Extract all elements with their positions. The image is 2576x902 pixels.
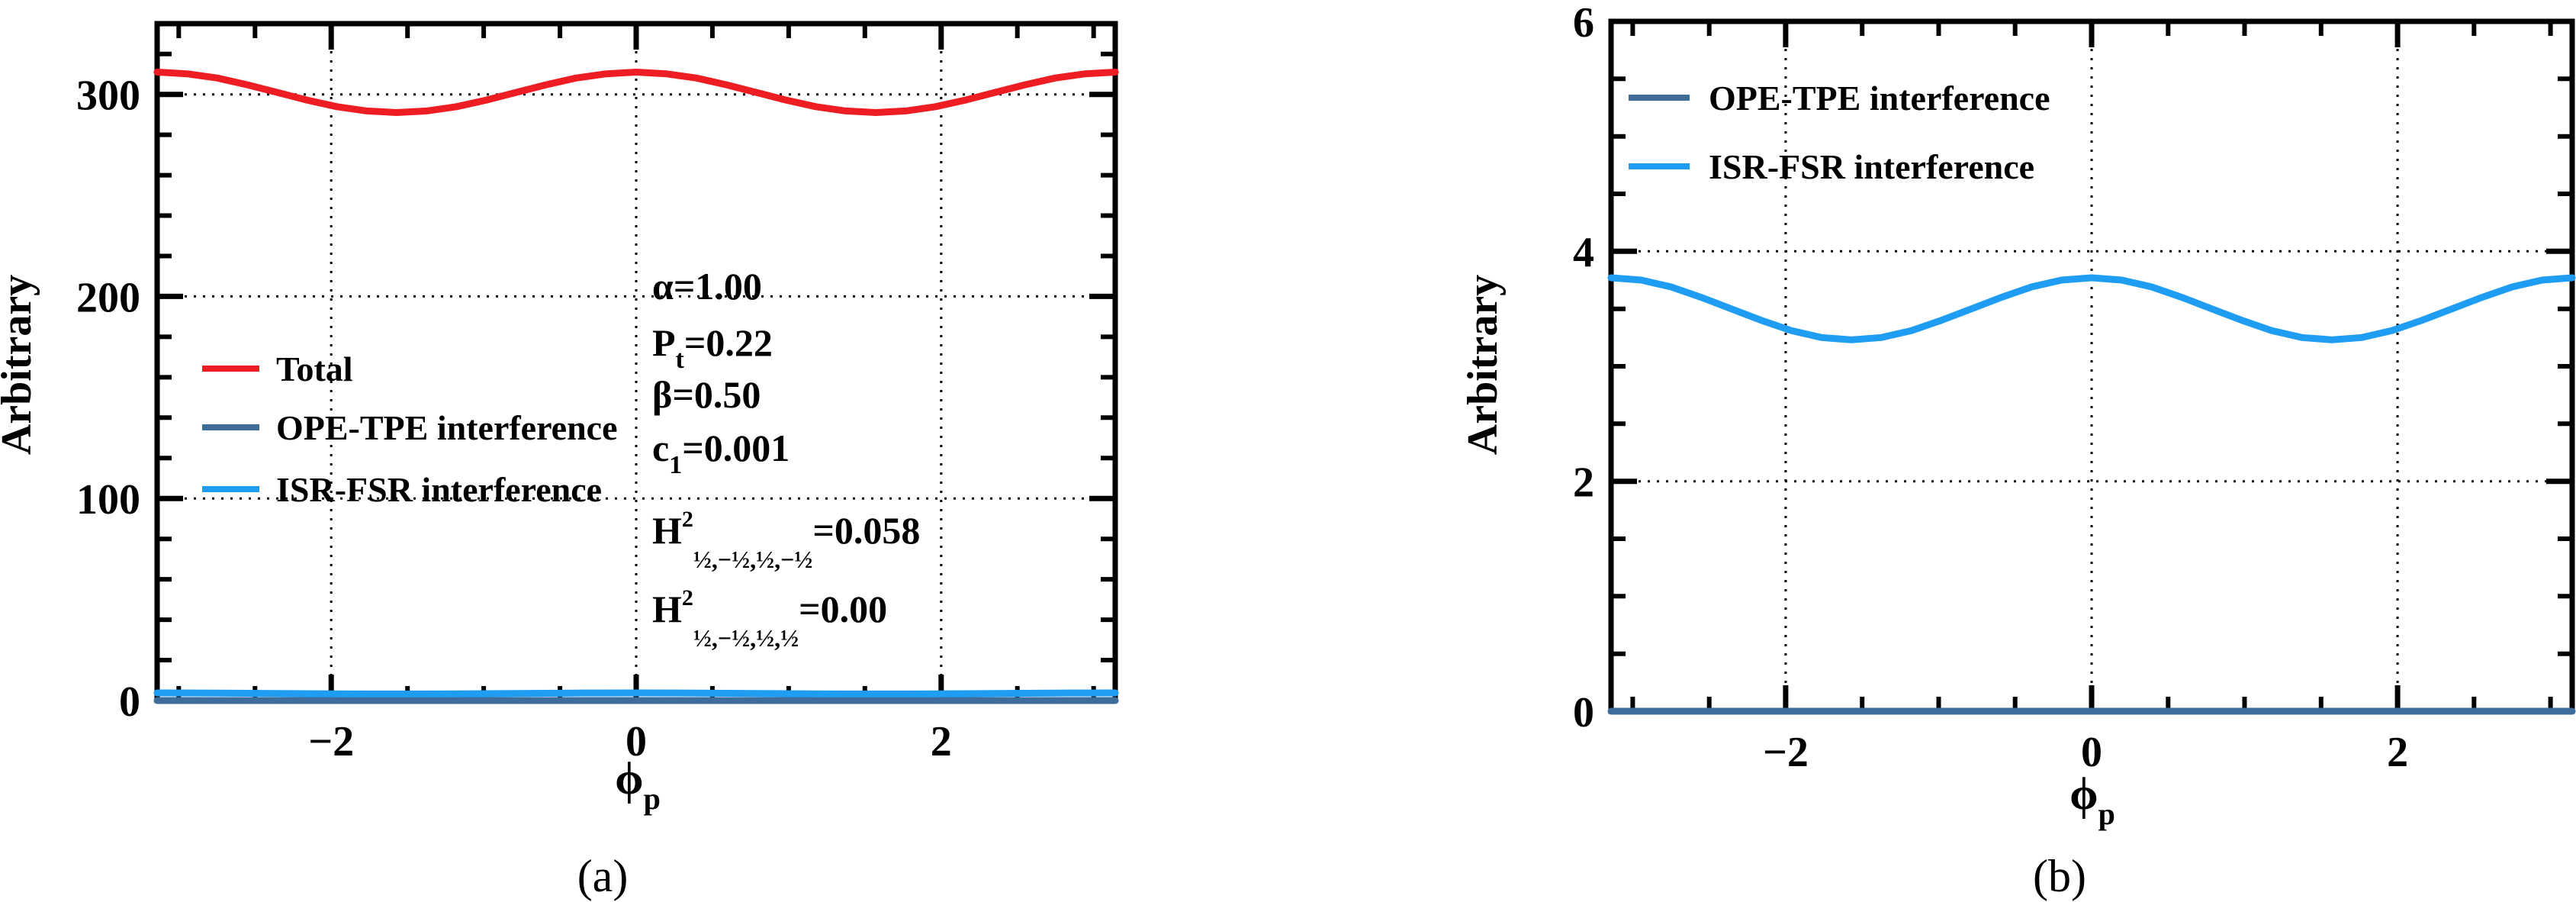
y-tick-label: 6 <box>1573 0 1594 47</box>
legend-label: ISR-FSR interference <box>1709 147 2034 186</box>
panel-caption: (b) <box>2033 851 2086 901</box>
annotation-line: β=0.50 <box>652 373 761 416</box>
x-tick-label: −2 <box>1763 729 1809 776</box>
legend-label: ISR-FSR interference <box>276 470 602 509</box>
x-axis-title: ϕp <box>615 753 661 816</box>
x-axis-title: ϕp <box>2069 768 2115 831</box>
annotation-line: H2½,−½,½,−½=0.058 <box>652 507 920 573</box>
y-axis-title: Arbitrary <box>1459 275 1507 455</box>
y-tick-label: 4 <box>1573 229 1594 276</box>
y-tick-label: 300 <box>76 72 140 120</box>
y-tick-label: 2 <box>1573 459 1594 507</box>
panel-a-chart: −2 0 2 0 100 200 300 Total OPE-TPE interference I… <box>0 21 1119 901</box>
annotation-line: H2½,−½,½,½=0.00 <box>652 585 887 652</box>
series-total <box>153 69 1119 116</box>
series-isr-fsr-interference <box>153 689 1119 697</box>
panel-caption: (a) <box>577 851 629 901</box>
y-axis-title: Arbitrary <box>0 275 40 455</box>
legend-label: OPE-TPE interference <box>1709 79 2050 118</box>
annotation-line: Pt=0.22 <box>652 321 773 374</box>
x-tick-label: 2 <box>931 718 952 765</box>
x-tick-label: 2 <box>2387 729 2408 776</box>
annotation-line: c1=0.001 <box>652 427 790 479</box>
y-tick-label: 200 <box>76 274 140 321</box>
y-tick-label: 0 <box>119 678 140 726</box>
x-tick-label: 0 <box>2081 729 2102 776</box>
x-tick-label: 0 <box>626 718 647 765</box>
legend-label: Total <box>276 350 353 388</box>
panel-b-chart: −2 0 2 0 2 4 6 OPE-TPE interference ISR-FSR inte… <box>1459 0 2576 901</box>
x-tick-label: −2 <box>308 718 354 765</box>
y-tick-label: 100 <box>76 476 140 523</box>
annotation-line: α=1.00 <box>652 265 762 308</box>
legend-label: OPE-TPE interference <box>276 408 618 447</box>
y-tick-label: 0 <box>1573 689 1594 736</box>
series-isr-fsr-interference <box>1607 274 2576 343</box>
